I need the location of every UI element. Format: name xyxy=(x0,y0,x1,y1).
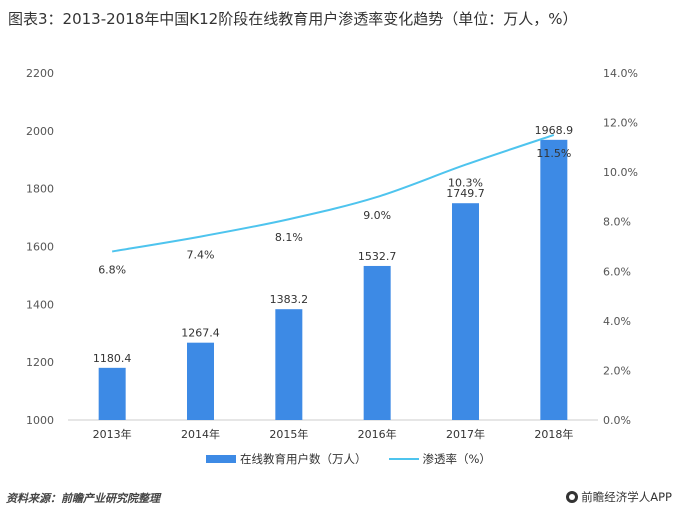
y-left-tick-label: 2200 xyxy=(26,67,54,80)
line-value-label: 10.3% xyxy=(448,177,483,190)
legend-item-line: 渗透率（%） xyxy=(388,451,491,467)
bar-value-label: 1383.2 xyxy=(270,293,309,306)
bar xyxy=(98,367,126,420)
y-right-tick-label: 14.0% xyxy=(603,67,638,80)
y-right-tick-label: 2.0% xyxy=(603,364,631,377)
bar xyxy=(452,203,479,420)
line-value-label: 6.8% xyxy=(98,263,126,276)
x-tick-label: 2017年 xyxy=(446,427,485,441)
y-right-tick-label: 6.0% xyxy=(603,265,631,278)
legend-swatch-bar xyxy=(206,455,236,463)
line-value-label: 8.1% xyxy=(275,231,303,244)
penetration-line xyxy=(112,134,555,253)
line-value-label: 11.5% xyxy=(536,147,571,160)
bar-value-label: 1532.7 xyxy=(358,250,397,263)
bar xyxy=(275,309,303,420)
legend-label-bar: 在线教育用户数（万人） xyxy=(240,452,367,466)
y-right-tick-label: 10.0% xyxy=(603,166,638,179)
y-right-tick-label: 4.0% xyxy=(603,315,631,328)
bar-value-label: 1180.4 xyxy=(93,352,132,365)
y-left-tick-label: 2000 xyxy=(26,125,54,138)
bar xyxy=(187,342,214,420)
bar-value-label: 1749.7 xyxy=(446,187,485,200)
y-right-tick-label: 0.0% xyxy=(603,414,631,427)
x-tick-label: 2018年 xyxy=(534,427,573,441)
line-value-label: 7.4% xyxy=(187,249,215,262)
x-tick-label: 2014年 xyxy=(181,427,220,441)
y-left-tick-label: 1600 xyxy=(26,241,54,254)
legend-swatch-line xyxy=(388,458,419,460)
y-right-tick-label: 12.0% xyxy=(603,117,638,130)
chart-title: 图表3：2013-2018年中国K12阶段在线教育用户渗透率变化趋势（单位：万人… xyxy=(8,10,578,28)
bar xyxy=(363,265,391,420)
x-tick-label: 2015年 xyxy=(269,427,308,441)
y-left-tick-label: 1800 xyxy=(26,183,54,196)
y-right-tick-label: 8.0% xyxy=(603,216,631,229)
legend-label-line: 渗透率（%） xyxy=(422,452,491,466)
y-left-tick-label: 1000 xyxy=(26,414,54,427)
legend-item-bar: 在线教育用户数（万人） xyxy=(206,451,367,467)
bar xyxy=(540,139,568,420)
line-value-label: 9.0% xyxy=(363,209,391,222)
y-left-tick-label: 1200 xyxy=(26,356,54,369)
y-left-tick-label: 1400 xyxy=(26,298,54,311)
x-tick-label: 2013年 xyxy=(93,427,132,441)
brand-logo-icon xyxy=(566,491,579,503)
legend: 在线教育用户数（万人） 渗透率（%） xyxy=(206,451,513,467)
source-note: 资料来源：前瞻产业研究院整理 xyxy=(6,492,160,505)
bar-value-label: 1968.9 xyxy=(535,124,574,137)
x-tick-label: 2016年 xyxy=(358,427,397,441)
brand: 前瞻经济学人APP xyxy=(566,489,672,505)
brand-text: 前瞻经济学人APP xyxy=(581,490,672,504)
bar-value-label: 1267.4 xyxy=(181,327,220,340)
